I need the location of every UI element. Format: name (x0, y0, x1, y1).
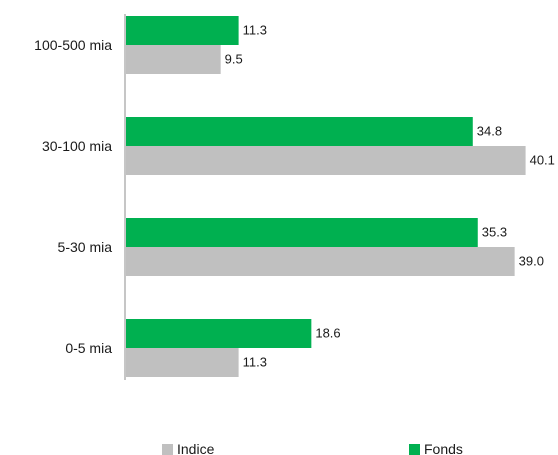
category-label-5-30-mia: 5-30 mia (58, 239, 113, 255)
legend-swatch-indice (162, 444, 173, 455)
value-label-fonds-30-100-mia: 34.8 (477, 124, 502, 139)
bar-fonds-100-500-mia (126, 16, 239, 45)
value-label-indice-5-30-mia: 39.0 (519, 254, 544, 269)
bar-fonds-30-100-mia (126, 117, 473, 146)
category-label-100-500-mia: 100-500 mia (34, 37, 112, 53)
legend-label-fonds: Fonds (424, 441, 463, 455)
bars (126, 16, 526, 377)
category-label-30-100-mia: 30-100 mia (42, 138, 112, 154)
bar-indice-30-100-mia (126, 146, 526, 175)
bar-fonds-0-5-mia (126, 319, 312, 348)
bar-fonds-5-30-mia (126, 218, 478, 247)
legend-label-indice: Indice (177, 441, 215, 455)
legend-swatch-fonds (409, 444, 420, 455)
bar-indice-5-30-mia (126, 247, 515, 276)
value-labels: 11.39.534.840.135.339.018.611.3 (225, 23, 555, 370)
value-label-fonds-5-30-mia: 35.3 (482, 225, 507, 240)
bar-indice-100-500-mia (126, 45, 221, 74)
value-label-fonds-100-500-mia: 11.3 (243, 23, 267, 38)
value-label-fonds-0-5-mia: 18.6 (315, 326, 340, 341)
value-label-indice-30-100-mia: 40.1 (530, 153, 555, 168)
legend: Indice Fonds (162, 441, 463, 455)
value-label-indice-0-5-mia: 11.3 (243, 355, 267, 370)
value-label-indice-100-500-mia: 9.5 (225, 52, 243, 67)
category-labels: 100-500 mia 30-100 mia 5-30 mia 0-5 mia (34, 37, 112, 356)
category-label-0-5-mia: 0-5 mia (65, 340, 112, 356)
bar-indice-0-5-mia (126, 348, 239, 377)
